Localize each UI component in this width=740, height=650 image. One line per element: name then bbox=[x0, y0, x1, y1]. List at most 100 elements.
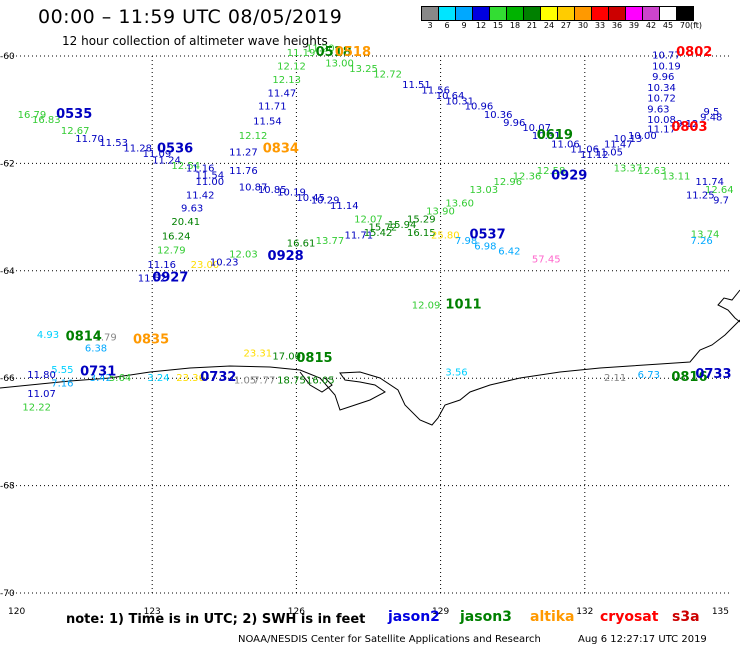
latitude-tick-label: -68 bbox=[0, 482, 15, 492]
longitude-tick-label: 129 bbox=[432, 607, 449, 617]
wave-height-value: 11.70 bbox=[75, 134, 104, 145]
wave-height-value: 11.16 bbox=[186, 163, 215, 174]
wave-height-value: 11.16 bbox=[147, 260, 176, 271]
antarctic-coastline bbox=[0, 319, 740, 426]
wave-height-value: 20.41 bbox=[171, 217, 200, 228]
wave-height-value: 5.55 bbox=[51, 365, 73, 376]
wave-height-value: 12.22 bbox=[22, 402, 51, 413]
wave-height-value: 13.77 bbox=[316, 236, 345, 247]
wave-height-value: 10.31 bbox=[532, 131, 561, 142]
legend-tick-label: 36 bbox=[611, 21, 623, 30]
legend-tick-label: 42 bbox=[645, 21, 657, 30]
wave-height-value: 5.64 bbox=[109, 373, 131, 384]
wave-height-value: 15.72 bbox=[369, 223, 398, 234]
wave-height-value: 23.36 bbox=[176, 373, 205, 384]
pass-time-label: 0537 bbox=[469, 228, 505, 243]
coastline-ice-front bbox=[717, 289, 740, 323]
legend-tick-label: 39 bbox=[628, 21, 640, 30]
legend-tick-label: 15 bbox=[492, 21, 504, 30]
wave-height-value: 7.98 bbox=[455, 236, 477, 247]
wave-height-value: 10.00 bbox=[628, 131, 657, 142]
wave-height-value: 11.54 bbox=[195, 170, 224, 181]
wave-height-value: 13.00 bbox=[325, 59, 354, 70]
pass-time-label: 0518 bbox=[316, 45, 352, 60]
legend-tick-label: 27 bbox=[560, 21, 572, 30]
wave-height-value: 12.12 bbox=[277, 61, 306, 72]
wave-height-value: 10.77 bbox=[652, 51, 681, 62]
wave-height-value: 10.45 bbox=[296, 193, 325, 204]
wave-height-value: 6.38 bbox=[85, 343, 107, 354]
wave-height-value: 11.47 bbox=[268, 88, 297, 99]
wave-height-value: 16.05 bbox=[306, 376, 335, 387]
wave-height-value: 11.09 bbox=[143, 149, 172, 160]
wave-height-value: 12.13 bbox=[272, 75, 301, 86]
wave-height-value: 11.06 bbox=[551, 139, 580, 150]
longitude-tick-label: 120 bbox=[8, 607, 25, 617]
latitude-tick-label: -60 bbox=[0, 52, 15, 62]
wave-height-value: 13.60 bbox=[445, 198, 474, 209]
pass-time-label: 0733 bbox=[695, 367, 731, 382]
wave-height-value: 12.63 bbox=[638, 166, 667, 177]
page-title: 00:00 – 11:59 UTC 08/05/2019 bbox=[38, 6, 343, 28]
pass-time-label: 0816 bbox=[671, 370, 707, 385]
wave-height-value: 10.29 bbox=[311, 196, 340, 207]
wave-height-value: 11.24 bbox=[152, 155, 181, 166]
wave-height-value: 3.56 bbox=[445, 368, 467, 379]
wave-height-value: 4.93 bbox=[37, 330, 59, 341]
wave-height-value: 16.79 bbox=[18, 110, 47, 121]
wave-height-value: 16.24 bbox=[162, 232, 191, 243]
legend-tick-label: 21 bbox=[526, 21, 538, 30]
wave-height-value: 13.11 bbox=[662, 172, 691, 183]
legend-tick-label: 18 bbox=[509, 21, 521, 30]
observations: 16.7916.8312.6711.7011.5311.2811.0911.24… bbox=[18, 44, 734, 414]
wave-height-value: 10.96 bbox=[465, 102, 494, 113]
wave-height-value: 11.53 bbox=[99, 138, 128, 149]
wave-height-value: 16.61 bbox=[287, 239, 316, 250]
legend-tick-label: 70 bbox=[679, 21, 691, 30]
wave-height-value: 11.28 bbox=[123, 144, 152, 155]
wave-height-value: 12.36 bbox=[513, 172, 542, 183]
wave-height-value: 11.71 bbox=[344, 231, 373, 242]
wave-height-value: 12.03 bbox=[229, 249, 258, 260]
wave-height-value: 11.71 bbox=[258, 102, 287, 113]
wave-height-value: 11.47 bbox=[604, 139, 633, 150]
pass-time-label: 0518 bbox=[335, 45, 371, 60]
generated-timestamp: Aug 6 12:27:17 UTC 2019 bbox=[578, 634, 707, 645]
pass-time-label: 0815 bbox=[296, 351, 332, 366]
pass-time-label: 0732 bbox=[200, 370, 236, 385]
legend-tick-label: 24 bbox=[543, 21, 555, 30]
legend-tick-label: 12 bbox=[475, 21, 487, 30]
wave-height-value: 11.76 bbox=[229, 166, 258, 177]
wave-height-value: 12.64 bbox=[705, 185, 734, 196]
color-legend bbox=[421, 6, 694, 21]
wave-height-value: 10.72 bbox=[647, 94, 676, 105]
wave-height-value: 23.31 bbox=[244, 349, 273, 360]
pass-time-label: 0928 bbox=[268, 249, 304, 264]
wave-height-value: 13.03 bbox=[469, 185, 498, 196]
wave-height-value: 10.19 bbox=[652, 61, 681, 72]
wave-height-value: 6.73 bbox=[638, 370, 660, 381]
wave-height-value: 57.45 bbox=[532, 255, 561, 266]
pass-time-label: 0731 bbox=[80, 365, 116, 380]
wave-height-value: 12.09 bbox=[412, 300, 441, 311]
wave-height-value: 23.00 bbox=[191, 260, 220, 271]
latitude-tick-label: -64 bbox=[0, 267, 15, 277]
satellite-legend-item: s3a bbox=[672, 609, 700, 625]
wave-height-value: 11.80 bbox=[27, 370, 56, 381]
wave-height-value: 10.07 bbox=[522, 123, 551, 134]
wave-height-value: 12.67 bbox=[61, 126, 90, 137]
wave-height-value: 7.16 bbox=[51, 378, 73, 389]
axis-ticks: 120 123 126 129 132 135 -60 -62 -64 -66 -68 -70 bbox=[0, 52, 729, 617]
wave-height-value: 13.37 bbox=[614, 163, 643, 174]
wave-height-value: 11.42 bbox=[186, 190, 215, 201]
wave-height-value: 6.98 bbox=[474, 241, 496, 252]
wave-height-value: 10.31 bbox=[445, 96, 474, 107]
wave-height-value: 12.96 bbox=[493, 177, 522, 188]
wave-height-value: 11.27 bbox=[229, 147, 258, 158]
wave-height-value: 12.07 bbox=[354, 214, 383, 225]
wave-height-value: 11.74 bbox=[695, 177, 724, 188]
legend-tick-label: 3 bbox=[427, 21, 433, 30]
wave-height-value: 11.12 bbox=[580, 150, 609, 161]
